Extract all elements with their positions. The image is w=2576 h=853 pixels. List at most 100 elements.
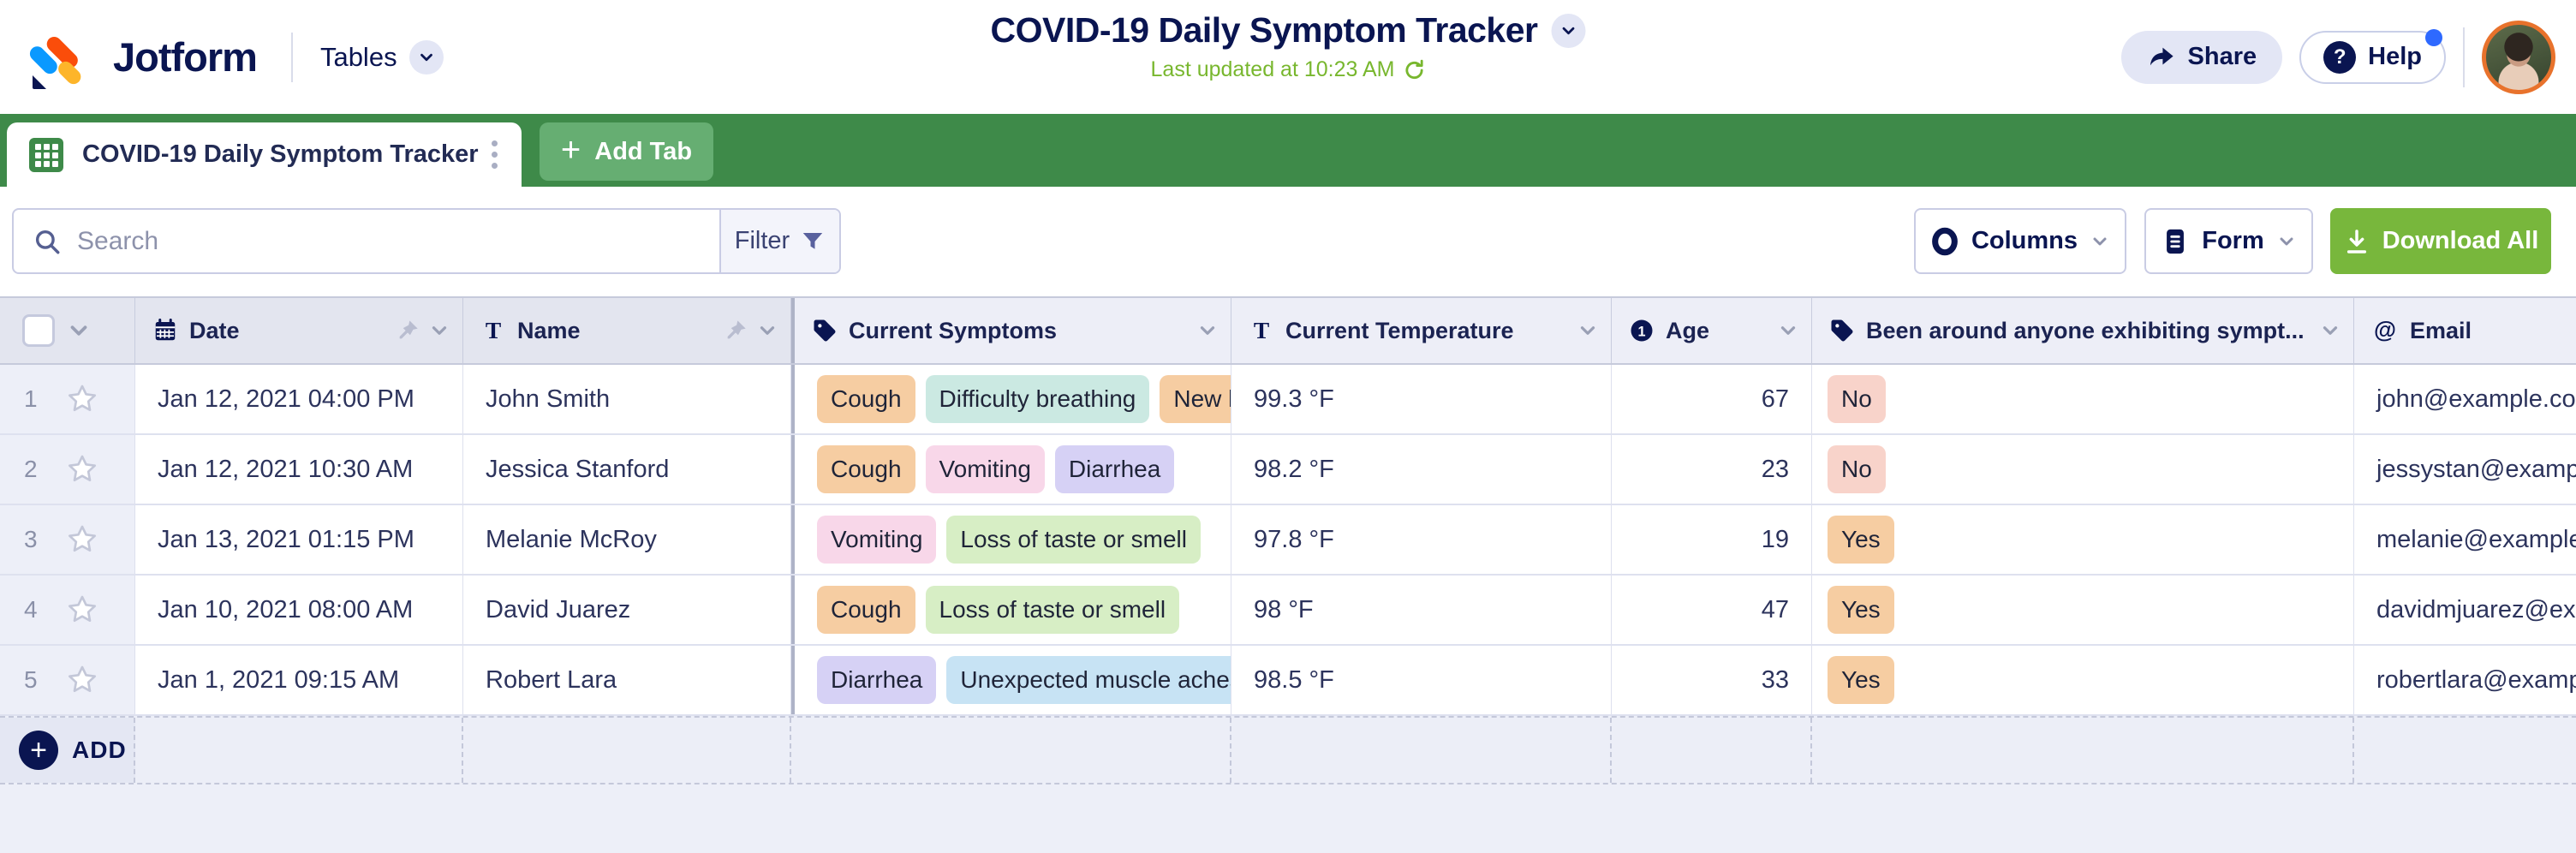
search-input[interactable] — [62, 210, 719, 272]
cell-name[interactable]: David Juarez — [463, 576, 791, 644]
cell-symptoms[interactable]: Vomiting Loss of taste or smell — [795, 505, 1231, 574]
symptom-chip[interactable]: Cough — [817, 445, 915, 493]
column-header-temperature[interactable]: T Current Temperature — [1231, 298, 1612, 363]
cell-name[interactable]: Melanie McRoy — [463, 505, 791, 574]
symptom-chip[interactable]: Loss of taste or smell — [925, 586, 1180, 634]
cell-age[interactable]: 19 — [1612, 505, 1812, 574]
symptom-chip[interactable]: Diarrhea — [1054, 445, 1175, 493]
pin-icon[interactable] — [724, 319, 748, 343]
cell-date[interactable]: Jan 13, 2021 01:15 PM — [135, 505, 463, 574]
cell-name[interactable]: John Smith — [463, 365, 791, 433]
answer-chip[interactable]: No — [1828, 375, 1886, 423]
cell-email[interactable]: john@example.com — [2354, 365, 2576, 433]
chevron-down-icon[interactable] — [1777, 319, 1799, 342]
cell-name[interactable]: Jessica Stanford — [463, 435, 791, 504]
cell-symptoms[interactable]: Cough Vomiting Diarrhea — [795, 435, 1231, 504]
chevron-down-icon[interactable] — [66, 318, 92, 343]
answer-chip[interactable]: Yes — [1828, 516, 1894, 564]
favorite-star-icon[interactable] — [65, 452, 99, 486]
symptom-chip[interactable]: Vomiting — [925, 445, 1045, 493]
select-all-checkbox[interactable] — [22, 314, 55, 347]
help-button[interactable]: ? Help — [2299, 28, 2446, 84]
cell-email[interactable]: jessystan@example.com — [2354, 435, 2576, 504]
favorite-star-icon[interactable] — [65, 593, 99, 627]
share-button[interactable]: Share — [2120, 30, 2283, 84]
tab-covid-tracker[interactable]: COVID-19 Daily Symptom Tracker — [7, 122, 522, 187]
symptom-chip[interactable]: Difficulty breathing — [925, 375, 1150, 423]
column-header-symptoms[interactable]: Current Symptoms — [795, 298, 1231, 363]
cell-been-around[interactable]: No — [1812, 435, 2354, 504]
answer-chip[interactable]: No — [1828, 445, 1886, 493]
favorite-star-icon[interactable] — [65, 382, 99, 416]
cell-temperature[interactable]: 98.5 °F — [1231, 646, 1612, 714]
chevron-down-icon[interactable] — [1196, 319, 1219, 342]
cell-date[interactable]: Jan 12, 2021 10:30 AM — [135, 435, 463, 504]
column-header-date[interactable]: Date — [135, 298, 463, 363]
column-header-been-around[interactable]: Been around anyone exhibiting sympt... — [1812, 298, 2354, 363]
answer-chip[interactable]: Yes — [1828, 586, 1894, 634]
chevron-down-icon[interactable] — [1577, 319, 1599, 342]
favorite-star-icon[interactable] — [65, 663, 99, 697]
cell-email[interactable]: robertlara@example.com — [2354, 646, 2576, 714]
symptom-chip[interactable]: Unexpected muscle aches — [946, 656, 1231, 704]
jotform-logo-icon[interactable] — [27, 24, 94, 91]
column-header-email[interactable]: @ Email — [2354, 298, 2576, 363]
cell-email[interactable]: melanie@example.com — [2354, 505, 2576, 574]
cell-been-around[interactable]: No — [1812, 365, 2354, 433]
filter-button[interactable]: Filter — [719, 210, 839, 272]
cell-age[interactable]: 67 — [1612, 365, 1812, 433]
cell-email[interactable]: davidmjuarez@example.com — [2354, 576, 2576, 644]
last-updated-status: Last updated at 10:23 AM — [991, 57, 1586, 82]
cell-date[interactable]: Jan 12, 2021 04:00 PM — [135, 365, 463, 433]
chevron-down-icon[interactable] — [756, 319, 778, 342]
cell-symptoms[interactable]: Cough Difficulty breathing New loss of t… — [795, 365, 1231, 433]
add-tab-button[interactable]: + Add Tab — [540, 122, 713, 181]
cell-temperature[interactable]: 98.2 °F — [1231, 435, 1612, 504]
tab-kebab-icon[interactable] — [485, 135, 504, 174]
chevron-down-icon[interactable] — [2319, 319, 2341, 342]
cell-name[interactable]: Robert Lara — [463, 646, 791, 714]
cell-temperature[interactable]: 99.3 °F — [1231, 365, 1612, 433]
symptom-chip[interactable]: Cough — [817, 375, 915, 423]
text-icon: T — [486, 318, 501, 343]
symptom-chip[interactable]: Vomiting — [817, 516, 937, 564]
cell-symptoms[interactable]: Cough Loss of taste or smell — [795, 576, 1231, 644]
tab-bar: COVID-19 Daily Symptom Tracker + Add Tab — [0, 114, 2576, 187]
symptom-chip[interactable]: Loss of taste or smell — [946, 516, 1201, 564]
answer-chip[interactable]: Yes — [1828, 656, 1894, 704]
form-button[interactable]: Form — [2144, 208, 2313, 274]
chevron-down-icon[interactable] — [428, 319, 450, 342]
row-number: 1 — [24, 385, 38, 412]
cell-been-around[interactable]: Yes — [1812, 505, 2354, 574]
tables-menu[interactable]: Tables — [320, 39, 444, 75]
symptom-chip[interactable]: Cough — [817, 586, 915, 634]
refresh-icon[interactable] — [1403, 59, 1425, 81]
favorite-star-icon[interactable] — [65, 522, 99, 557]
tables-chevron-icon[interactable] — [408, 39, 444, 75]
user-avatar[interactable] — [2482, 20, 2555, 94]
cell-date[interactable]: Jan 10, 2021 08:00 AM — [135, 576, 463, 644]
symptom-chip[interactable]: Diarrhea — [817, 656, 937, 704]
cell-date[interactable]: Jan 1, 2021 09:15 AM — [135, 646, 463, 714]
cell-age[interactable]: 23 — [1612, 435, 1812, 504]
cell-temperature[interactable]: 97.8 °F — [1231, 505, 1612, 574]
title-chevron-icon[interactable] — [1551, 13, 1586, 48]
table-row: 5 Jan 1, 2021 09:15 AM Robert Lara Diarr… — [0, 646, 2576, 716]
cell-been-around[interactable]: Yes — [1812, 576, 2354, 644]
jotform-logo-text[interactable]: Jotform — [113, 34, 258, 80]
cell-age[interactable]: 33 — [1612, 646, 1812, 714]
cell-been-around[interactable]: Yes — [1812, 646, 2354, 714]
add-row: + ADD — [0, 716, 2576, 784]
columns-button[interactable]: Columns — [1914, 208, 2126, 274]
cell-symptoms[interactable]: Diarrhea Unexpected muscle aches — [795, 646, 1231, 714]
download-all-button[interactable]: Download All — [2330, 208, 2551, 274]
svg-text:1: 1 — [1637, 324, 1645, 339]
symptom-chip[interactable]: New loss of taste or smell — [1160, 375, 1231, 423]
column-header-age[interactable]: 1 Age — [1612, 298, 1812, 363]
add-row-button[interactable]: + ADD — [0, 718, 135, 783]
pin-icon[interactable] — [396, 319, 420, 343]
chevron-down-icon — [2093, 237, 2107, 245]
cell-age[interactable]: 47 — [1612, 576, 1812, 644]
column-header-name[interactable]: T Name — [463, 298, 791, 363]
cell-temperature[interactable]: 98 °F — [1231, 576, 1612, 644]
